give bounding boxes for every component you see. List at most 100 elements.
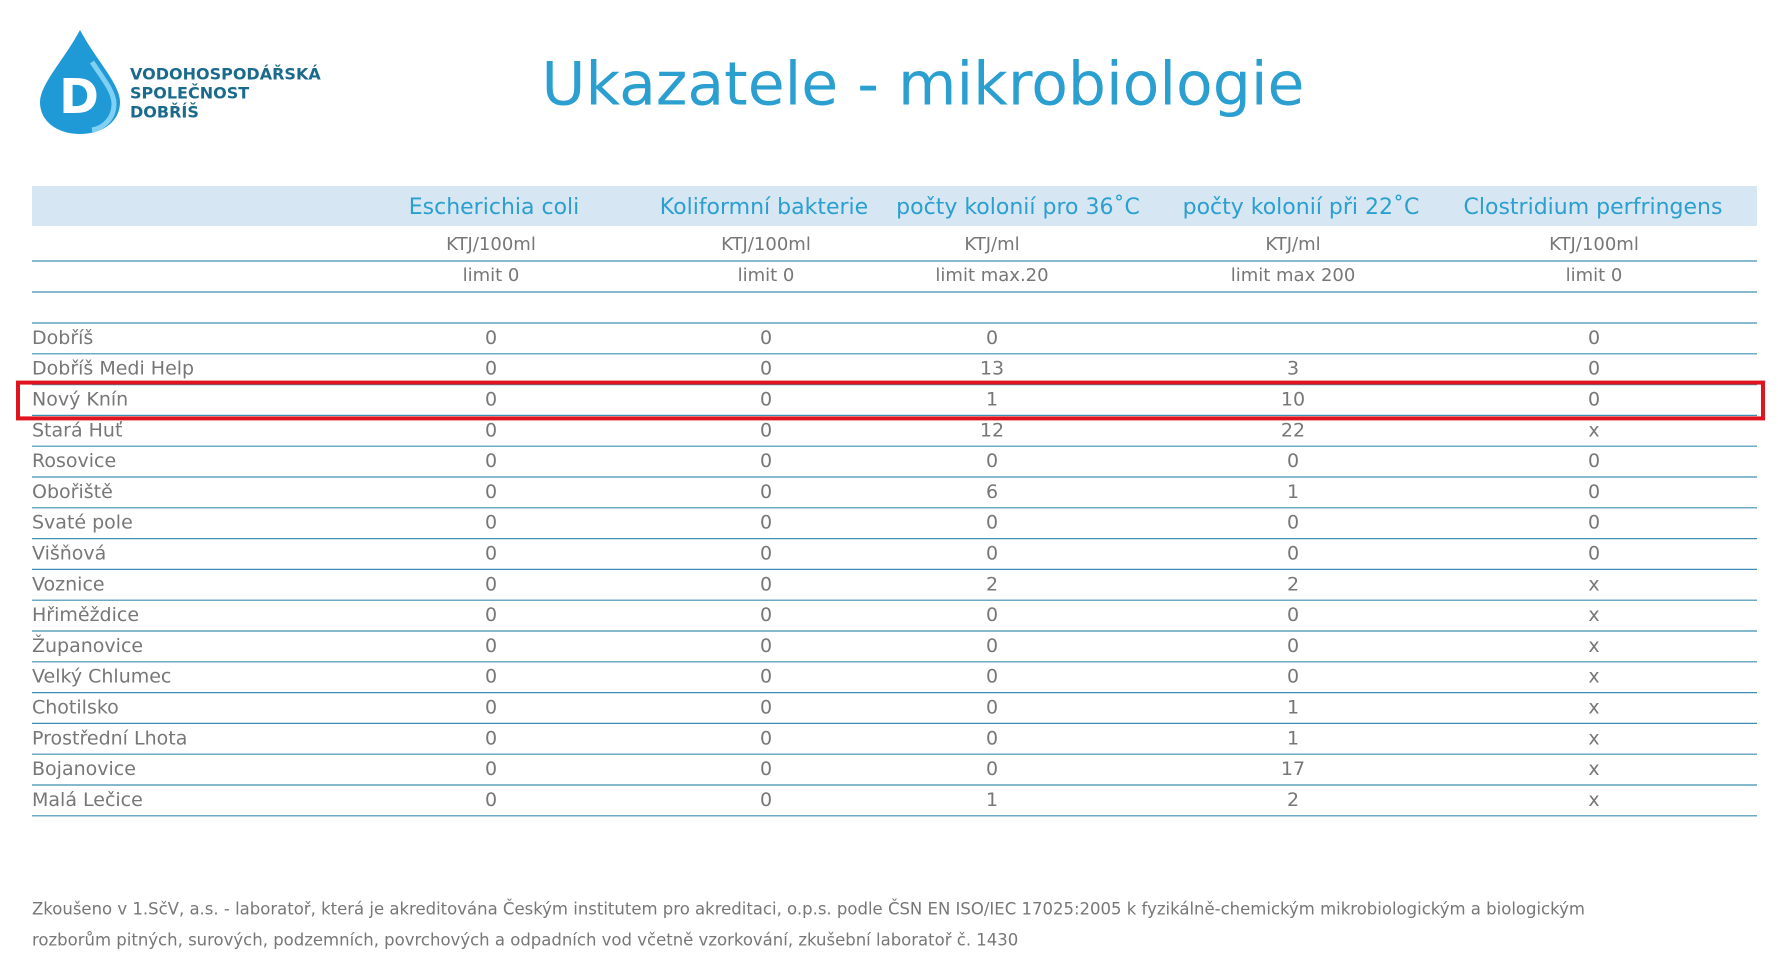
cell: 0 [760, 666, 772, 688]
logo [40, 30, 120, 134]
footnote: rozborům pitných, surových, podzemních, … [32, 931, 1018, 950]
title: Ukazatele - mikrobiologie [542, 50, 1305, 120]
row-label: Županovice [32, 634, 143, 657]
row-label: Velký Chlumec [32, 666, 171, 688]
row-label: Malá Lečice [32, 789, 143, 811]
column-header: počty kolonií při 22˚C [1183, 195, 1420, 220]
cell: x [1588, 635, 1599, 657]
unit: KTJ/100ml [721, 234, 811, 255]
cell: 0 [1287, 635, 1299, 657]
unit: KTJ/ml [1265, 234, 1320, 255]
cell: 0 [1588, 543, 1600, 565]
cell: 0 [485, 727, 497, 749]
cell: 0 [760, 573, 772, 595]
cell: 2 [1287, 789, 1299, 811]
cell: 0 [485, 697, 497, 719]
cell: 2 [1287, 573, 1299, 595]
row-label: Stará Huť [32, 419, 123, 441]
cell: 0 [986, 635, 998, 657]
row-label: Voznice [32, 573, 105, 595]
cell: 0 [485, 789, 497, 811]
row-label: Rosovice [32, 450, 116, 472]
cell: 6 [986, 481, 998, 503]
cell: 0 [1287, 666, 1299, 688]
cell: x [1588, 604, 1599, 626]
row-label: Dobříš [32, 327, 93, 349]
cell: 13 [980, 358, 1004, 380]
cell: x [1588, 419, 1599, 441]
cell: x [1588, 666, 1599, 688]
column-header: Escherichia coli [409, 195, 580, 220]
cell: 0 [986, 512, 998, 534]
limit: limit max 200 [1231, 265, 1356, 286]
cell: 12 [980, 419, 1004, 441]
cell: 0 [760, 758, 772, 780]
cell: 0 [485, 758, 497, 780]
cell: 0 [986, 758, 998, 780]
cell: 3 [1287, 358, 1299, 380]
row-label: Svaté pole [32, 512, 133, 534]
cell: 2 [986, 573, 998, 595]
cell: 0 [986, 604, 998, 626]
cell: 0 [760, 358, 772, 380]
cell: 0 [760, 450, 772, 472]
cell: 0 [760, 389, 772, 411]
cell: 1 [1287, 697, 1299, 719]
cell: 0 [986, 727, 998, 749]
highlight-box [16, 380, 1765, 421]
cell: 0 [760, 697, 772, 719]
cell: 0 [760, 789, 772, 811]
cell: 0 [986, 666, 998, 688]
cell: 0 [485, 389, 497, 411]
cell: 0 [1588, 327, 1600, 349]
row-label: Obořiště [32, 481, 113, 503]
cell: 0 [485, 635, 497, 657]
cell: 0 [760, 727, 772, 749]
cell: 0 [485, 604, 497, 626]
cell: 1 [986, 789, 998, 811]
row-label: Prostřední Lhota [32, 727, 187, 749]
cell: 0 [485, 543, 497, 565]
cell: 0 [986, 327, 998, 349]
limit: limit 0 [738, 265, 795, 286]
cell: 0 [485, 327, 497, 349]
row-label: Chotilsko [32, 697, 119, 719]
row-label: Nový Knín [32, 389, 128, 411]
limit: limit 0 [463, 265, 520, 286]
cell: 0 [760, 512, 772, 534]
cell: 0 [986, 697, 998, 719]
cell: 0 [760, 604, 772, 626]
column-header: Clostridium perfringens [1464, 195, 1723, 220]
row-label: Dobříš Medi Help [32, 358, 194, 380]
cell: 1 [1287, 727, 1299, 749]
cell: 1 [1287, 481, 1299, 503]
cell: 0 [1588, 450, 1600, 472]
cell: 0 [485, 666, 497, 688]
row-label: Višňová [32, 543, 106, 565]
logo-text: VODOHOSPODÁŘSKÁ [130, 65, 321, 84]
cell: 0 [986, 450, 998, 472]
cell: 0 [485, 481, 497, 503]
cell: 0 [485, 450, 497, 472]
unit: KTJ/100ml [446, 234, 536, 255]
logo-letter: D [59, 69, 99, 125]
cell: 17 [1281, 758, 1305, 780]
row-label: Hřiměždice [32, 604, 139, 626]
footnote: Zkoušeno v 1.SčV, a.s. - laboratoř, kter… [32, 900, 1585, 919]
logo-drop [40, 30, 120, 134]
cell: 0 [1287, 604, 1299, 626]
cell: 22 [1281, 419, 1305, 441]
cell: 0 [760, 327, 772, 349]
column-header: Koliformní bakterie [660, 195, 868, 220]
cell: x [1588, 727, 1599, 749]
row-label: Bojanovice [32, 758, 136, 780]
cell: x [1588, 789, 1599, 811]
cell: 0 [1287, 450, 1299, 472]
cell: x [1588, 758, 1599, 780]
cell: 0 [1588, 358, 1600, 380]
cell: 0 [760, 543, 772, 565]
cell: 1 [986, 389, 998, 411]
cell: x [1588, 697, 1599, 719]
limit: limit 0 [1566, 265, 1623, 286]
